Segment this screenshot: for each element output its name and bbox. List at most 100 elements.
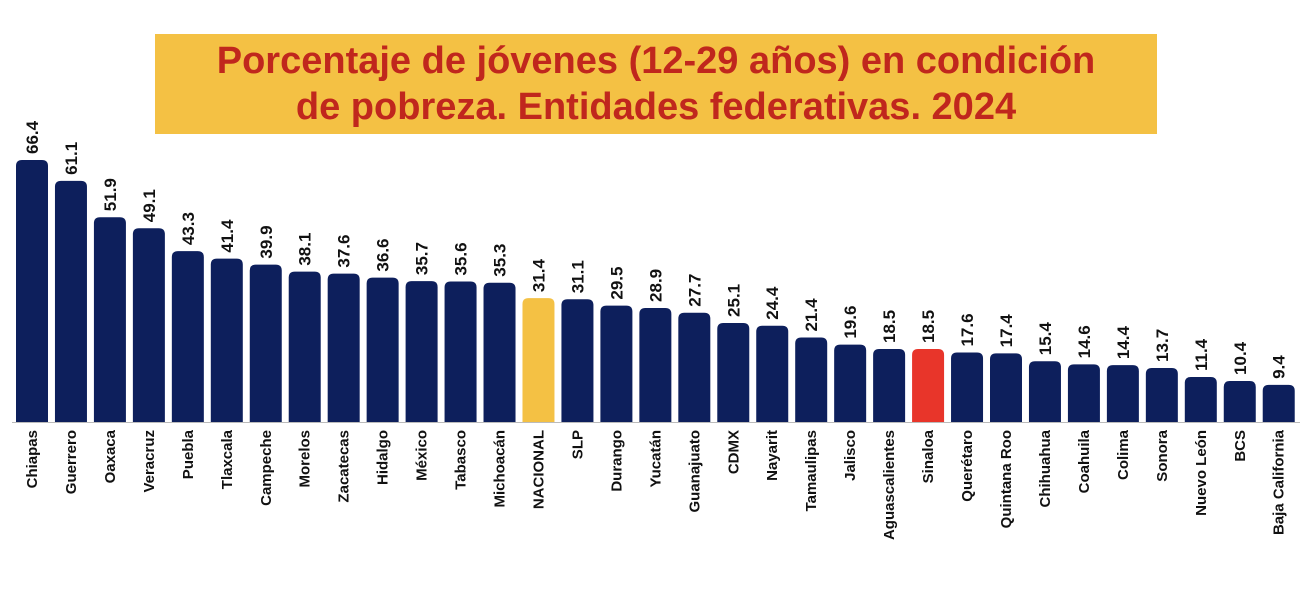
category-label-tlaxcala: Tlaxcala — [219, 429, 236, 489]
bar-colima — [1106, 365, 1139, 422]
category-label-hidalgo: Hidalgo — [375, 430, 392, 485]
category-label-veracruz: Veracruz — [141, 430, 158, 493]
category-label-durango: Durango — [608, 430, 625, 492]
category-label-guanajuato: Guanajuato — [686, 430, 703, 513]
category-label-oaxaca: Oaxaca — [102, 429, 119, 483]
value-label-tabasco: 35.6 — [452, 242, 471, 275]
value-label-sonora: 13.7 — [1153, 329, 1172, 362]
bar-bcs — [1223, 380, 1256, 422]
value-label-queretaro: 17.6 — [958, 313, 977, 346]
value-label-bcs: 10.4 — [1231, 341, 1250, 375]
category-label-jalisco: Jalisco — [842, 430, 859, 481]
bar-puebla — [171, 251, 204, 422]
value-label-baja-california: 9.4 — [1270, 355, 1289, 379]
value-label-tlaxcala: 41.4 — [218, 219, 237, 253]
bar-hidalgo — [366, 277, 399, 422]
bar-nayarit — [756, 325, 789, 422]
value-label-campeche: 39.9 — [257, 225, 276, 258]
bar-nacional — [522, 298, 555, 422]
value-label-chihuahua: 15.4 — [1036, 322, 1055, 356]
bar-queretaro — [951, 352, 984, 422]
category-label-puebla: Puebla — [180, 429, 197, 479]
category-label-campeche: Campeche — [258, 430, 275, 506]
category-label-mexico: México — [414, 430, 431, 481]
value-label-cdmx: 25.1 — [724, 284, 743, 317]
category-label-yucatan: Yucatán — [647, 430, 664, 488]
bar-yucatan — [639, 307, 672, 422]
chart-title: Porcentaje de jóvenes (12-29 años) en co… — [155, 34, 1157, 134]
bar-jalisco — [834, 344, 867, 422]
bar-michoacan — [483, 282, 516, 422]
value-label-guanajuato: 27.7 — [685, 274, 704, 307]
value-label-durango: 29.5 — [607, 267, 626, 300]
category-label-nacional: NACIONAL — [530, 430, 547, 509]
value-label-oaxaca: 51.9 — [101, 178, 120, 211]
bar-aguascalientes — [873, 349, 906, 422]
value-label-veracruz: 49.1 — [140, 189, 159, 222]
bar-nuevo-leon — [1184, 377, 1217, 422]
value-label-nacional: 31.4 — [529, 258, 548, 292]
category-label-morelos: Morelos — [297, 430, 314, 488]
value-label-hidalgo: 36.6 — [374, 238, 393, 271]
bar-sonora — [1145, 367, 1178, 422]
value-label-tamaulipas: 21.4 — [802, 298, 821, 332]
value-label-mexico: 35.7 — [413, 242, 432, 275]
value-label-jalisco: 19.6 — [841, 306, 860, 339]
value-label-yucatan: 28.9 — [646, 269, 665, 302]
category-label-sonora: Sonora — [1154, 429, 1171, 481]
value-label-coahuila: 14.6 — [1075, 325, 1094, 358]
value-label-slp: 31.1 — [568, 260, 587, 293]
category-label-tamaulipas: Tamaulipas — [803, 430, 820, 511]
bar-veracruz — [132, 228, 165, 422]
category-label-quintana-roo: Quintana Roo — [998, 430, 1015, 528]
category-label-nuevo-leon: Nuevo León — [1193, 430, 1210, 516]
value-label-michoacan: 35.3 — [491, 244, 510, 277]
value-label-zacatecas: 37.6 — [335, 235, 354, 268]
bar-guerrero — [54, 180, 87, 422]
category-label-nayarit: Nayarit — [764, 430, 781, 481]
value-label-morelos: 38.1 — [296, 233, 315, 266]
bar-zacatecas — [327, 273, 360, 422]
bar-chiapas — [16, 160, 48, 422]
category-label-queretaro: Querétaro — [959, 430, 976, 502]
value-label-nayarit: 24.4 — [763, 286, 782, 320]
chart-title-line-2: de pobreza. Entidades federativas. 2024 — [295, 86, 1017, 128]
value-label-colima: 14.4 — [1114, 326, 1133, 360]
category-label-michoacan: Michoacán — [492, 430, 509, 508]
value-label-aguascalientes: 18.5 — [880, 310, 899, 343]
bar-durango — [600, 305, 633, 422]
bar-campeche — [249, 264, 282, 422]
bar-guanajuato — [678, 312, 711, 422]
value-label-sinaloa: 18.5 — [919, 310, 938, 343]
bar-oaxaca — [93, 217, 126, 422]
bar-chihuahua — [1028, 361, 1061, 422]
value-label-nuevo-leon: 11.4 — [1192, 338, 1211, 371]
category-label-guerrero: Guerrero — [63, 430, 80, 494]
bar-sinaloa — [912, 349, 945, 422]
bar-morelos — [288, 271, 321, 422]
category-label-slp: SLP — [569, 430, 586, 459]
value-label-puebla: 43.3 — [179, 212, 198, 245]
bar-cdmx — [717, 322, 750, 422]
value-label-guerrero: 61.1 — [62, 142, 81, 175]
bar-tamaulipas — [795, 337, 828, 422]
bar-slp — [561, 299, 594, 422]
value-label-quintana-roo: 17.4 — [997, 314, 1016, 348]
category-label-tabasco: Tabasco — [453, 430, 470, 490]
chart-title-line-1: Porcentaje de jóvenes (12-29 años) en co… — [216, 40, 1096, 82]
category-label-zacatecas: Zacatecas — [336, 430, 353, 503]
category-label-chiapas: Chiapas — [24, 430, 41, 488]
category-label-chihuahua: Chihuahua — [1037, 429, 1054, 507]
bar-quintana-roo — [990, 353, 1022, 422]
category-label-sinaloa: Sinaloa — [920, 429, 937, 483]
category-label-coahuila: Coahuila — [1076, 429, 1093, 493]
bar-tabasco — [444, 281, 477, 422]
bar-mexico — [405, 281, 438, 422]
bar-tlaxcala — [210, 258, 243, 422]
bar-baja-california — [1262, 384, 1295, 422]
category-label-cdmx: CDMX — [725, 430, 742, 474]
value-label-chiapas: 66.4 — [23, 120, 42, 154]
bar-coahuila — [1067, 364, 1100, 422]
category-label-baja-california: Baja California — [1271, 429, 1288, 535]
